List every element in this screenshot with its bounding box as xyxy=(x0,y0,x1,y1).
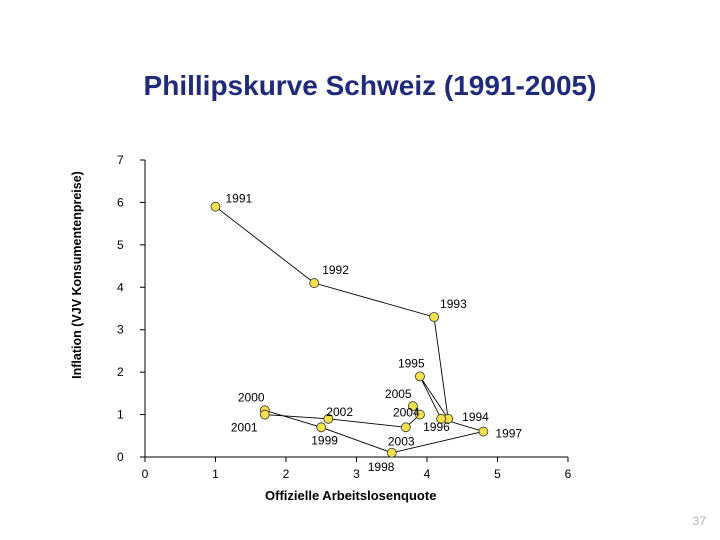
data-point xyxy=(478,426,489,437)
axes: 0 1 2 3 4 5 6 7 0 1 2 3 4 5 6 xyxy=(117,153,572,481)
y-tick-label: 4 xyxy=(117,280,124,294)
data-point xyxy=(316,422,327,433)
x-tick-label: 1 xyxy=(212,467,219,481)
point-label: 2002 xyxy=(326,405,353,419)
x-tick-label: 2 xyxy=(283,467,290,481)
point-label: 1996 xyxy=(423,420,450,434)
data-point xyxy=(323,413,334,424)
point-label: 1993 xyxy=(440,297,467,311)
y-tick-label: 0 xyxy=(117,450,124,464)
point-label: 1999 xyxy=(311,433,338,447)
data-point xyxy=(415,371,425,382)
point-label: 1995 xyxy=(398,356,425,370)
point-label: 1994 xyxy=(462,410,489,424)
data-point xyxy=(407,401,418,411)
markers xyxy=(210,201,489,458)
x-tick-label: 5 xyxy=(494,467,501,481)
data-point xyxy=(210,201,221,212)
point-label: 1997 xyxy=(495,427,522,441)
x-tick-label: 4 xyxy=(424,467,431,481)
y-tick-label: 1 xyxy=(117,408,124,422)
chart-title: Phillipskurve Schweiz (1991-2005) xyxy=(143,70,597,101)
point-label: 1998 xyxy=(368,460,395,474)
x-tick-label: 3 xyxy=(353,467,360,481)
page-number: 37 xyxy=(692,514,706,528)
data-point xyxy=(400,422,411,433)
y-tick-label: 7 xyxy=(117,153,124,167)
y-tick-label: 3 xyxy=(117,323,124,337)
y-tick-label: 6 xyxy=(117,195,124,209)
point-label: 2003 xyxy=(388,434,415,448)
point-label: 2004 xyxy=(393,406,420,420)
data-point xyxy=(415,409,425,420)
point-label: 1991 xyxy=(226,192,253,206)
x-tick-label: 6 xyxy=(565,467,572,481)
point-label: 2005 xyxy=(385,387,412,401)
point-label: 2000 xyxy=(238,390,265,404)
data-point xyxy=(429,312,439,322)
data-point xyxy=(386,447,397,458)
point-label: 2001 xyxy=(231,421,258,435)
y-tick-label: 5 xyxy=(117,238,124,252)
data-point xyxy=(436,413,447,424)
y-tick-label: 2 xyxy=(117,365,124,379)
point-label: 1992 xyxy=(322,263,349,277)
x-tick-label: 0 xyxy=(142,467,149,481)
x-axis-label: Offizielle Arbeitslosenquote xyxy=(265,488,437,503)
data-point xyxy=(309,278,320,288)
data-point xyxy=(259,409,270,420)
point-labels: 1991 1992 1993 1994 1995 1996 1997 1998 1999 2000… xyxy=(226,192,523,474)
